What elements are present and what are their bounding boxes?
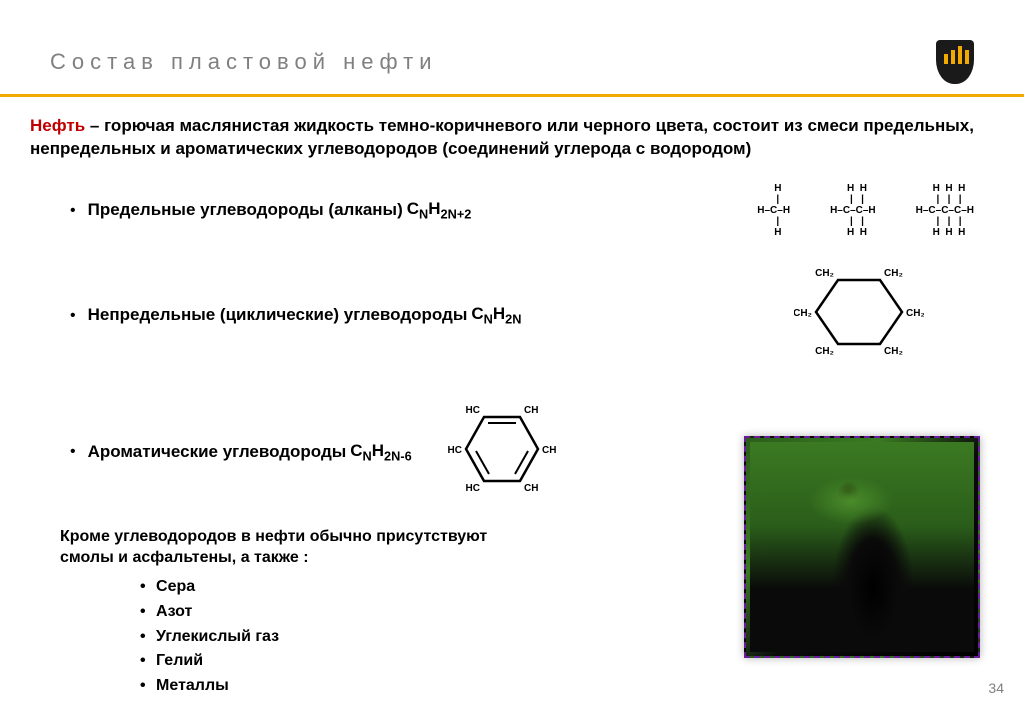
- bullet-icon: •: [70, 441, 76, 463]
- oil-photo: [744, 436, 980, 658]
- svg-text:CH₂: CH₂: [794, 308, 812, 319]
- page-title: Состав пластовой нефти: [50, 49, 437, 75]
- svg-text:CH₂: CH₂: [884, 346, 903, 357]
- intro-keyword: Нефть: [30, 116, 85, 135]
- rosneft-logo-icon: [936, 40, 974, 84]
- intro-text: – горючая маслянистая жидкость темно-кор…: [30, 116, 974, 158]
- propane-structure: H H H | | | H–C–C–C–H | | | H H H: [916, 183, 974, 238]
- page-number: 34: [988, 680, 1004, 696]
- list-item: Металлы: [140, 674, 974, 699]
- svg-text:CH₂: CH₂: [906, 308, 924, 319]
- aromatic-label: Ароматические углеводороды: [88, 441, 347, 464]
- cyclohexane-structure-icon: CH₂ CH₂ CH₂ CH₂ CH₂ CH₂: [794, 264, 924, 367]
- ethane-structure: H H | | H–C–C–H | | H H: [830, 183, 876, 238]
- row-cyclo: • Непредельные (циклические) углеводород…: [70, 264, 974, 367]
- bullet-icon: •: [70, 200, 76, 222]
- svg-text:HC: HC: [465, 405, 479, 416]
- header: Состав пластовой нефти: [0, 0, 1024, 94]
- intro-paragraph: Нефть – горючая маслянистая жидкость тем…: [30, 115, 974, 161]
- cyclo-label: Непредельные (циклические) углеводороды: [88, 304, 468, 327]
- svg-text:CH: CH: [524, 483, 538, 494]
- bullet-icon: •: [70, 305, 76, 327]
- svg-text:CH: CH: [524, 405, 538, 416]
- cyclo-formula: CNH2N: [471, 303, 521, 328]
- svg-text:CH₂: CH₂: [884, 268, 903, 279]
- svg-text:HC: HC: [447, 445, 461, 456]
- alkanes-label: Предельные углеводороды (алканы): [88, 199, 403, 222]
- methane-structure: H | H–C–H | H: [757, 183, 790, 238]
- svg-text:CH₂: CH₂: [815, 268, 834, 279]
- aromatic-formula: CNH2N-6: [350, 440, 411, 465]
- svg-text:CH: CH: [542, 445, 556, 456]
- svg-text:CH₂: CH₂: [815, 346, 834, 357]
- svg-text:HC: HC: [465, 483, 479, 494]
- alkane-structures: H | H–C–H | H H H | | H–C–C–H | | H H H …: [757, 183, 974, 238]
- alkanes-formula: CNH2N+2: [407, 198, 472, 223]
- benzene-structure-icon: HC CH CH CH HC HC: [442, 401, 562, 504]
- row-alkanes: • Предельные углеводороды (алканы) CNH2N…: [70, 183, 974, 238]
